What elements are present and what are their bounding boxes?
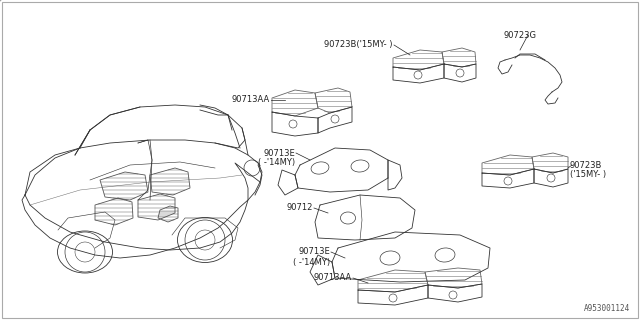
- Text: ( -'14MY): ( -'14MY): [293, 258, 330, 267]
- Text: 90713AA: 90713AA: [314, 274, 352, 283]
- Text: 90713E: 90713E: [298, 247, 330, 257]
- Text: ( -'14MY): ( -'14MY): [258, 158, 295, 167]
- Text: 90713AA: 90713AA: [232, 95, 270, 105]
- Text: A953001124: A953001124: [584, 304, 630, 313]
- Text: 90712: 90712: [287, 204, 313, 212]
- Text: 90723B('15MY- ): 90723B('15MY- ): [324, 41, 393, 50]
- Text: ('15MY- ): ('15MY- ): [570, 171, 606, 180]
- Text: 90723B: 90723B: [570, 161, 602, 170]
- Text: 90723G: 90723G: [503, 30, 536, 39]
- Text: 90713E: 90713E: [263, 148, 295, 157]
